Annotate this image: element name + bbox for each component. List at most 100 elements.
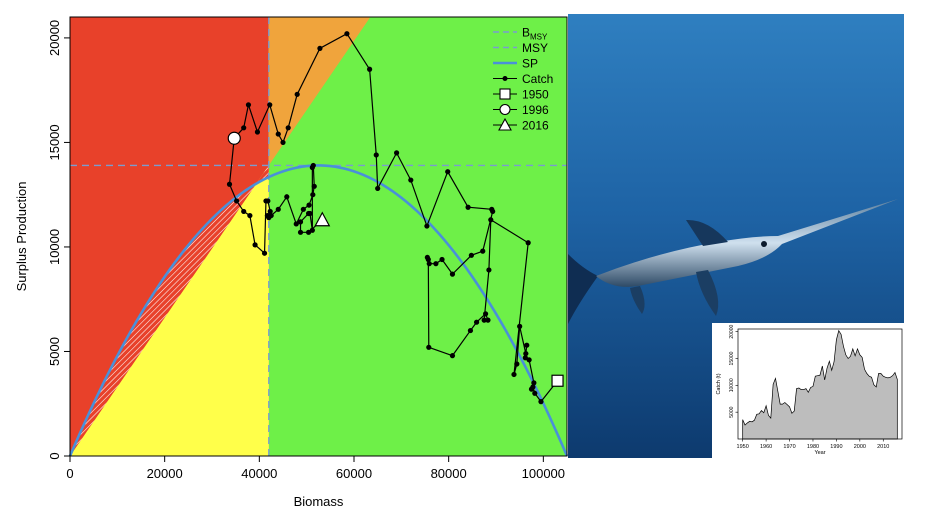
catch-point-42: [317, 45, 323, 51]
marker-1950: [551, 374, 564, 387]
legend-label: BMSY: [522, 26, 548, 42]
legend-label-main: 2016: [522, 119, 549, 133]
catch-point-43: [294, 91, 300, 97]
catch-point-73: [309, 227, 315, 233]
pectoral-fin: [696, 270, 719, 316]
catch-point-68: [306, 202, 312, 208]
inset-layer: 1950 1960 1970 1980 1990 2000 2010 5000 10000 150…: [716, 325, 903, 456]
y-tick-label: 5000: [47, 337, 62, 366]
legend-label-sub: MSY: [530, 33, 548, 42]
catch-point-57: [261, 250, 268, 256]
inset-y-tick-label: 10000: [729, 378, 735, 392]
catch-point-5: [531, 380, 537, 386]
catch-point-36: [408, 177, 414, 183]
y-tick-label: 0: [47, 452, 62, 459]
catch-point-52: [226, 181, 233, 187]
inset-y-tick-label: 15000: [729, 351, 735, 365]
plot-frame: [69, 16, 568, 457]
catch-point-46: [275, 131, 281, 137]
legend-label-main: 1996: [522, 103, 549, 117]
legend-label: SP: [522, 57, 538, 71]
catch-trajectory-line: [228, 32, 559, 403]
inset-y-tick-label: 5000: [729, 406, 735, 417]
marker-1996: [227, 131, 241, 145]
legend-item-2: SP: [493, 57, 538, 71]
x-tick-label: 100000: [522, 466, 565, 481]
inset-y-tick-label: 20000: [729, 325, 735, 339]
catch-point-60: [267, 208, 273, 215]
catch-point-20: [467, 327, 474, 334]
catch-point-77: [297, 229, 304, 235]
catch-point-25: [426, 261, 432, 267]
legend-label: 2016: [522, 119, 549, 133]
x-axis-title: Biomass: [294, 494, 344, 509]
catch-point-66: [293, 221, 299, 227]
x-tick-label: 80000: [431, 466, 467, 481]
catch-point-45: [280, 139, 286, 146]
catch-point-30: [480, 248, 486, 254]
inset-x-tick-label: 1990: [830, 444, 842, 450]
inset-x-tick-label: 1980: [807, 444, 819, 450]
x-tick-label: 20000: [147, 466, 183, 481]
catch-point-47: [267, 102, 273, 108]
legend-swatch-dot: [502, 76, 508, 81]
catch-point-63: [268, 212, 274, 219]
sp-curve: [68, 164, 569, 457]
kobe-phase-chart: 0 20000 40000 60000 80000 100000 0 5000 10000 150…: [14, 16, 569, 509]
overlay-layer: [68, 17, 569, 457]
inset-x-tick-label: 2010: [877, 444, 889, 450]
catch-point-53: [234, 198, 240, 204]
anal-fin: [630, 286, 645, 314]
catch-point-16: [481, 317, 487, 323]
inset-x-tick-label: 1960: [760, 444, 772, 450]
fish-eye: [761, 241, 767, 247]
inset-x-tick-label: 2000: [854, 444, 866, 450]
catch-point-4: [528, 386, 535, 392]
legend-swatch-circle: [499, 103, 511, 116]
catch-point-8: [524, 342, 530, 348]
catch-point-55: [247, 212, 253, 219]
axes-layer: 0 20000 40000 60000 80000 100000 0 5000 10000 150…: [14, 16, 568, 509]
y-tick-label: 20000: [47, 20, 62, 56]
catch-point-54: [241, 208, 247, 215]
inset-x-tick-label: 1950: [737, 444, 749, 450]
marker-2016: [314, 211, 331, 227]
legend-item-5: 1996: [493, 103, 549, 117]
catch-point-38: [375, 185, 381, 192]
catch-point-35: [424, 223, 430, 229]
legend-item-6: 2016: [493, 117, 549, 133]
catch-point-17: [485, 317, 491, 323]
catch-point-44: [285, 125, 291, 131]
catch-point-13: [525, 240, 531, 246]
legend-swatch-triangle: [498, 117, 512, 131]
catch-point-75: [305, 210, 312, 217]
catch-point-7: [522, 355, 528, 361]
catch-point-41: [344, 31, 350, 37]
dorsal-fin: [686, 219, 728, 246]
x-tick-label: 60000: [336, 466, 372, 481]
catch-point-32: [489, 206, 495, 212]
catch-point-26: [433, 261, 439, 267]
zones-layer: [70, 17, 567, 456]
legend-label: 1950: [522, 88, 549, 102]
legend-item-0: BMSY: [493, 26, 548, 42]
catch-point-70: [311, 183, 317, 189]
legend-label-main: MSY: [522, 41, 548, 55]
legend-item-1: MSY: [493, 41, 548, 55]
catch-point-39: [373, 152, 379, 158]
inset-x-axis-title: Year: [814, 450, 825, 456]
y-tick-label: 15000: [47, 124, 62, 160]
inset-x-tick-label: 1970: [783, 444, 795, 450]
catch-point-37: [394, 150, 400, 156]
catch-point-40: [367, 66, 373, 72]
catch-point-6: [526, 357, 532, 363]
catch-point-19: [473, 319, 480, 325]
catch-point-18: [482, 311, 489, 317]
catch-point-24: [424, 254, 430, 261]
y-axis-title: Surplus Production: [14, 182, 29, 292]
legend-label: Catch: [522, 72, 553, 86]
catch-point-64: [275, 206, 281, 212]
catch-point-59: [265, 198, 271, 204]
catch-point-1: [538, 399, 544, 405]
